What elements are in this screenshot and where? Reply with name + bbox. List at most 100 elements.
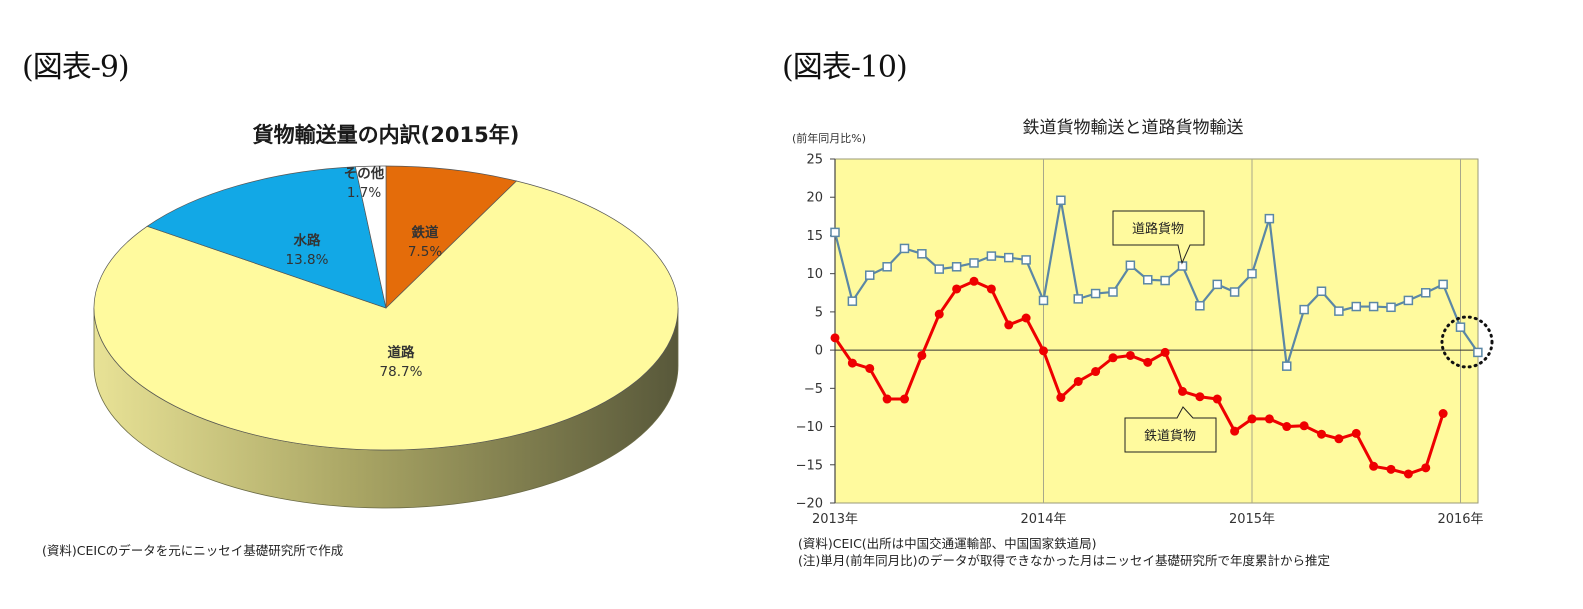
- pie-slice-road: [93, 180, 679, 451]
- line-chart-title: 鉄道貨物輸送と道路貨物輸送: [1023, 118, 1244, 138]
- y-tick-label: 10: [806, 267, 823, 282]
- road-freight-marker: [1108, 287, 1118, 297]
- pie-label-other: その他: [344, 165, 385, 182]
- y-tick-label: −15: [796, 458, 823, 473]
- y-tick-label: −5: [804, 382, 823, 397]
- rail-freight-marker: [1403, 469, 1413, 479]
- rail-freight-marker: [882, 394, 892, 404]
- rail-freight-marker: [1073, 376, 1083, 386]
- road-freight-callout: 道路貨物: [1112, 210, 1205, 265]
- road-freight-marker: [1334, 306, 1344, 316]
- y-axis-unit-label: (前年同月比%): [792, 131, 866, 145]
- y-tick-label: −20: [796, 497, 823, 512]
- rail-freight-marker: [1421, 463, 1431, 473]
- rail-freight-marker: [847, 358, 857, 368]
- rail-freight-marker: [1004, 320, 1014, 330]
- rail-freight-marker: [1143, 357, 1153, 367]
- road-freight-marker: [986, 251, 997, 261]
- y-tick-label: 0: [815, 344, 823, 359]
- line-footnote: (注)単月(前年同月比)のデータが取得できなかった月はニッセイ基礎研究所で年度累…: [798, 553, 1330, 568]
- road-freight-marker: [1212, 279, 1222, 290]
- road-freight-marker: [1056, 195, 1066, 206]
- rail-freight-marker: [1386, 464, 1396, 474]
- road-freight-marker: [830, 227, 840, 238]
- road-freight-marker: [1160, 275, 1170, 286]
- rail-freight-marker: [1091, 367, 1101, 377]
- pie-value-other: 1.7%: [347, 185, 381, 201]
- rail-freight-marker: [900, 394, 909, 404]
- road-freight-callout-text: 道路貨物: [1132, 221, 1184, 237]
- rail-freight-marker: [986, 284, 996, 294]
- rail-freight-marker: [1230, 426, 1240, 436]
- rail-freight-marker: [830, 333, 840, 343]
- y-tick-label: 25: [806, 153, 823, 168]
- pie-chart: 貨物輸送量の内訳(2015年) 道路 78.7% 水路 13.8% その他 1.7% 鉄道 7…: [93, 123, 679, 509]
- line-chart: 鉄道貨物輸送と道路貨物輸送 (前年同月比%) 25 20 15 10 5 0 −5 −10 −1…: [792, 118, 1494, 527]
- road-freight-marker: [1351, 301, 1361, 312]
- y-tick-label: 15: [806, 229, 823, 244]
- road-freight-marker: [1195, 301, 1205, 311]
- rail-freight-marker: [1212, 394, 1222, 404]
- rail-freight-marker: [934, 309, 944, 319]
- road-freight-marker: [1455, 322, 1466, 332]
- rail-freight-marker: [1369, 461, 1379, 471]
- rail-freight-callout: 鉄道貨物: [1124, 406, 1217, 453]
- road-freight-marker: [1143, 275, 1153, 285]
- road-freight-marker: [1038, 295, 1049, 306]
- rail-freight-marker: [1264, 414, 1274, 424]
- rail-freight-marker: [1056, 393, 1066, 403]
- road-freight-marker: [1021, 255, 1031, 265]
- pie-label-road: 道路: [388, 344, 415, 361]
- rail-freight-marker: [969, 276, 979, 286]
- pie-source-note: (資料)CEICのデータを元にニッセイ基礎研究所で作成: [42, 543, 343, 558]
- rail-freight-marker: [1351, 428, 1361, 438]
- pie-labels: 道路 78.7% 水路 13.8% その他 1.7% 鉄道 7.5%: [286, 165, 443, 380]
- figure9-label: (図表-9): [22, 50, 130, 85]
- road-freight-marker: [882, 262, 892, 272]
- rail-freight-marker: [952, 284, 962, 294]
- road-freight-marker: [1403, 295, 1414, 306]
- rail-freight-marker: [1299, 421, 1309, 431]
- road-freight-marker: [1438, 279, 1448, 290]
- x-tick-label: 2016年: [1437, 512, 1483, 527]
- rail-freight-callout-text: 鉄道貨物: [1144, 428, 1196, 444]
- rail-freight-marker: [1282, 422, 1292, 432]
- rail-freight-marker: [917, 350, 927, 360]
- road-freight-marker: [1421, 288, 1431, 298]
- x-tick-label: 2014年: [1020, 512, 1066, 527]
- pie-value-water: 13.8%: [286, 252, 329, 268]
- road-freight-marker: [1368, 301, 1379, 312]
- road-freight-marker: [1073, 294, 1083, 304]
- road-freight-marker: [1004, 252, 1014, 263]
- rail-freight-marker: [1178, 386, 1187, 396]
- rail-freight-marker: [1438, 409, 1448, 419]
- rail-freight-marker: [1247, 414, 1257, 424]
- rail-freight-marker: [1334, 434, 1344, 444]
- rail-freight-marker: [1039, 346, 1048, 356]
- pie-body: [93, 165, 679, 509]
- road-freight-marker: [1316, 286, 1327, 296]
- road-freight-marker: [1229, 287, 1240, 297]
- road-freight-marker: [847, 296, 858, 306]
- pie-chart-title: 貨物輸送量の内訳(2015年): [253, 123, 520, 147]
- pie-slice-rail: [385, 165, 518, 309]
- rail-freight-marker: [865, 363, 875, 373]
- road-freight-marker: [1177, 261, 1188, 271]
- road-freight-marker: [1264, 213, 1275, 224]
- road-freight-marker: [899, 243, 910, 254]
- highlight-dotted-circle: [1440, 315, 1494, 369]
- road-freight-marker: [1125, 260, 1136, 271]
- road-freight-marker: [934, 264, 944, 274]
- road-freight-marker: [1299, 304, 1309, 315]
- pie-slice-other: [354, 165, 387, 309]
- rail-freight-marker: [1108, 353, 1118, 363]
- road-freight-marker: [1090, 288, 1101, 299]
- rail-freight-marker: [1021, 313, 1031, 323]
- pie-label-rail: 鉄道: [412, 224, 439, 241]
- y-tick-label: 20: [806, 191, 823, 206]
- road-freight-marker: [969, 258, 979, 268]
- road-freight-marker: [951, 262, 962, 272]
- y-tick-label: 5: [815, 305, 823, 320]
